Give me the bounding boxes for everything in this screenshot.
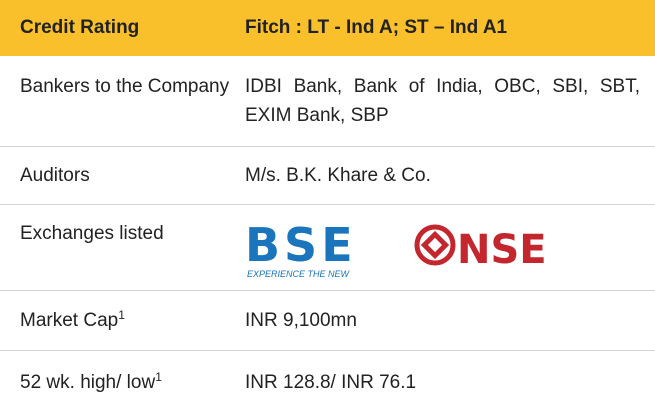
header-cell: Fitch : LT - Ind A; ST – Ind A1 (245, 17, 508, 38)
nse-icon (414, 224, 456, 266)
exchange-logos: BSE EXPERIENCE THE NEW NSE (245, 219, 547, 279)
table-row: 52 wk. high/ low1 INR 128.8/ INR 76.1 (0, 351, 655, 414)
row-label: Bankers to the Company (20, 76, 230, 97)
footnote-mark: 1 (118, 308, 125, 322)
row-label: Exchanges listed (20, 223, 164, 244)
footnote-mark: 1 (155, 370, 162, 384)
bse-tagline: EXPERIENCE THE NEW (247, 269, 351, 279)
row-label: Market Cap1 (20, 306, 238, 335)
label-text: Market Cap (20, 310, 119, 331)
row-value: M/s. B.K. Khare & Co. (245, 165, 431, 186)
row-label: Auditors (20, 165, 90, 186)
table-row: Bankers to the Company IDBI Bank, Bank o… (0, 56, 655, 147)
table-row: Exchanges listed BSE EXPERIENCE THE NEW … (0, 205, 655, 291)
table-row: Market Cap1 INR 9,100mn (0, 291, 655, 351)
header-row: Credit Rating Fitch : LT - Ind A; ST – I… (0, 0, 655, 56)
row-value: INR 9,100mn (245, 310, 357, 331)
label-text: 52 wk. high/ low (20, 372, 156, 393)
table-row: Auditors M/s. B.K. Khare & Co. (0, 147, 655, 205)
row-value: IDBI Bank, Bank of India, OBC, SBI, SBT,… (245, 76, 640, 126)
bse-logo: BSE (245, 219, 357, 272)
nse-logo: NSE (457, 227, 547, 273)
row-label: 52 wk. high/ low1 (20, 368, 238, 397)
header-cell: Credit Rating (20, 17, 140, 38)
row-value: INR 128.8/ INR 76.1 (245, 372, 417, 393)
